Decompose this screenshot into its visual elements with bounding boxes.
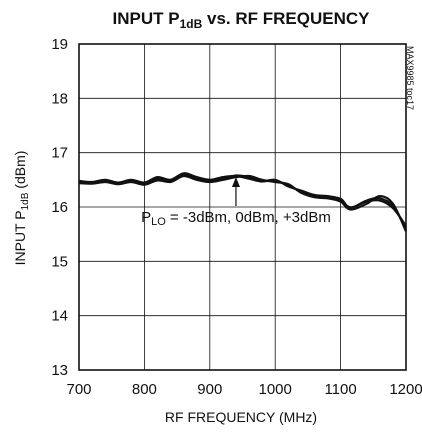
x-tick-label: 1100 [324,381,356,398]
side-note: MAX9985 toc17 [405,46,415,110]
annotation: PLO = -3dBm, 0dBm, +3dBm [141,177,331,228]
x-tick-label: 700 [66,381,91,398]
y-tick-label: 18 [51,90,68,107]
x-tick-labels: 700 800 900 1000 1100 1200 [66,381,422,398]
annotation-label: PLO = -3dBm, 0dBm, +3dBm [141,209,331,228]
annotation-arrowhead [231,177,240,188]
x-tick-label: 900 [197,381,222,398]
x-tick-label: 1200 [389,381,422,398]
x-tick-label: 800 [132,381,157,398]
plot-frame [78,43,407,371]
series-group [78,172,407,232]
y-axis-label: INPUT P1dB (dBm) [12,151,31,266]
chart-title: INPUT P1dB vs. RF FREQUENCY [113,9,371,31]
y-tick-labels: 13 14 15 16 17 18 19 [51,36,68,379]
x-tick-label: 1000 [259,381,292,398]
x-axis-label: RF FREQUENCY (MHz) [165,409,317,425]
series-line-3 [78,174,407,232]
y-tick-label: 14 [51,308,68,325]
y-tick-label: 13 [51,362,68,379]
y-tick-label: 19 [51,36,68,53]
y-tick-label: 17 [51,145,68,162]
y-tick-label: 16 [51,199,68,216]
y-tick-label: 15 [51,253,68,270]
